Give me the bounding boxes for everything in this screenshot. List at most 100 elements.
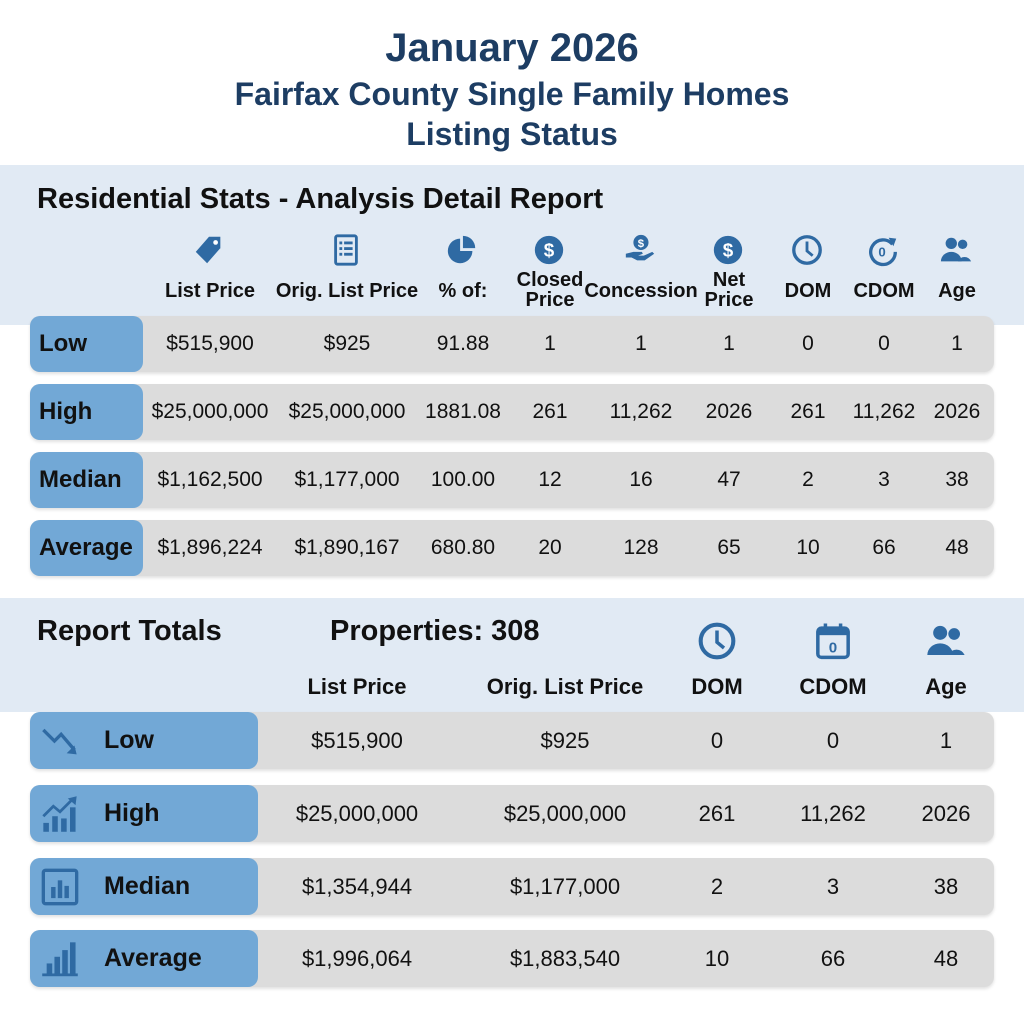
table-cell: 1	[544, 332, 556, 355]
table-cell: 0	[878, 332, 890, 355]
table-cell: $925	[540, 728, 590, 753]
table-cell: 10	[704, 946, 730, 971]
table-cell: 2026	[705, 400, 753, 423]
totals-column-header: List Price	[307, 674, 407, 699]
row-label: Low	[30, 316, 143, 372]
totals-column-header: DOM	[691, 674, 743, 699]
row-label: Median	[30, 452, 143, 508]
people-icon	[939, 233, 975, 269]
table-cell: $1,883,540	[509, 946, 621, 971]
svg-text:$: $	[638, 238, 645, 250]
page-title: January 2026	[385, 26, 639, 70]
list-document-icon	[329, 233, 365, 269]
table-cell: 48	[945, 536, 969, 559]
detail-column-header: Closed Price	[516, 269, 584, 311]
table-cell: 0	[802, 332, 814, 355]
totals-section-title: Report Totals	[37, 615, 222, 647]
table-cell: 12	[538, 468, 562, 491]
row-label-box: Median	[30, 858, 258, 915]
row-label: Median	[104, 872, 191, 900]
detail-header-band	[0, 165, 1024, 325]
row-label: Average	[104, 944, 202, 972]
row-label-box: High	[30, 785, 258, 842]
totals-row-median: Median $1,354,944 $1,177,000 2 3 38	[30, 858, 994, 915]
totals-row-low: Low $515,900 $925 0 0 1	[30, 712, 994, 769]
table-cell: 0	[826, 728, 840, 753]
detail-column-header: List Price	[164, 280, 256, 302]
table-cell: 66	[872, 536, 896, 559]
detail-row-low: Low $515,900 $925 91.88 1 1 1 0 0 1	[30, 316, 994, 372]
clock-icon	[790, 233, 826, 269]
detail-row-average: Average $1,896,224 $1,890,167 680.80 20 128 65…	[30, 520, 994, 576]
table-cell: 1	[939, 728, 953, 753]
table-cell: 91.88	[436, 332, 490, 355]
table-cell: 2026	[921, 801, 971, 826]
table-cell: $1,177,000	[509, 874, 621, 899]
dollar-circle-icon: $	[711, 233, 747, 269]
detail-column-header: CDOM	[853, 280, 915, 302]
pie-chart-icon	[445, 233, 481, 269]
table-cell: $1,177,000	[294, 468, 400, 491]
hand-dollar-icon: $	[623, 233, 659, 269]
svg-text:0: 0	[829, 640, 837, 657]
clock-icon	[696, 620, 738, 662]
table-cell: $1,354,944	[301, 874, 413, 899]
table-cell: 11,262	[800, 801, 866, 826]
svg-text:$: $	[544, 241, 555, 262]
page-subtitle: Fairfax County Single Family Homes	[234, 76, 790, 112]
table-cell: 38	[945, 468, 969, 491]
calendar-icon: 0	[812, 620, 854, 662]
table-cell: 100.00	[430, 468, 496, 491]
totals-column-header: CDOM	[799, 674, 867, 699]
trend-down-icon	[40, 721, 84, 761]
table-cell: 11,262	[609, 400, 673, 423]
row-label-box: Low	[30, 712, 258, 769]
totals-header-band	[0, 598, 1024, 712]
row-label: Average	[30, 520, 143, 576]
table-cell: 680.80	[430, 536, 496, 559]
table-cell: $1,890,167	[294, 536, 400, 559]
dollar-circle-icon: $	[532, 233, 568, 269]
table-cell: 261	[532, 400, 568, 423]
table-cell: $1,896,224	[157, 536, 263, 559]
price-tag-icon	[192, 233, 228, 269]
totals-column-header: Age	[925, 674, 967, 699]
table-cell: 1881.08	[425, 400, 501, 423]
detail-column-header: % of:	[438, 280, 488, 302]
table-cell: 65	[717, 536, 741, 559]
table-cell: 16	[629, 468, 653, 491]
table-cell: 1	[951, 332, 963, 355]
table-cell: 3	[878, 468, 890, 491]
table-cell: 11,262	[852, 400, 916, 423]
table-cell: $25,000,000	[295, 801, 419, 826]
table-cell: $925	[323, 332, 371, 355]
table-cell: $25,000,000	[288, 400, 406, 423]
totals-row-high: High $25,000,000 $25,000,000 261 11,262 2026	[30, 785, 994, 842]
table-cell: $25,000,000	[151, 400, 269, 423]
table-cell: $1,996,064	[301, 946, 413, 971]
table-cell: 47	[717, 468, 741, 491]
row-label-box: Average	[30, 930, 258, 987]
table-cell: 38	[933, 874, 959, 899]
table-cell: $25,000,000	[503, 801, 627, 826]
table-cell: 2	[710, 874, 724, 899]
bar-chart-icon	[40, 939, 84, 979]
table-cell: 261	[790, 400, 826, 423]
table-cell: 10	[796, 536, 820, 559]
svg-text:$: $	[723, 241, 734, 262]
refresh-counter-icon: 0	[866, 233, 902, 269]
table-cell: 3	[826, 874, 840, 899]
table-cell: 2	[802, 468, 814, 491]
table-cell: 128	[623, 536, 659, 559]
detail-column-header: Orig. List Price	[275, 280, 419, 302]
detail-column-header: Age	[938, 280, 976, 302]
bar-chart-box-icon	[40, 867, 84, 907]
table-cell: $1,162,500	[157, 468, 263, 491]
people-icon	[925, 620, 967, 662]
table-cell: 2026	[933, 400, 981, 423]
detail-column-header: DOM	[784, 280, 832, 302]
table-cell: 1	[635, 332, 647, 355]
table-cell: 261	[698, 801, 736, 826]
detail-column-header: Concession	[584, 280, 698, 302]
detail-row-median: Median $1,162,500 $1,177,000 100.00 12 16 47 2 3…	[30, 452, 994, 508]
